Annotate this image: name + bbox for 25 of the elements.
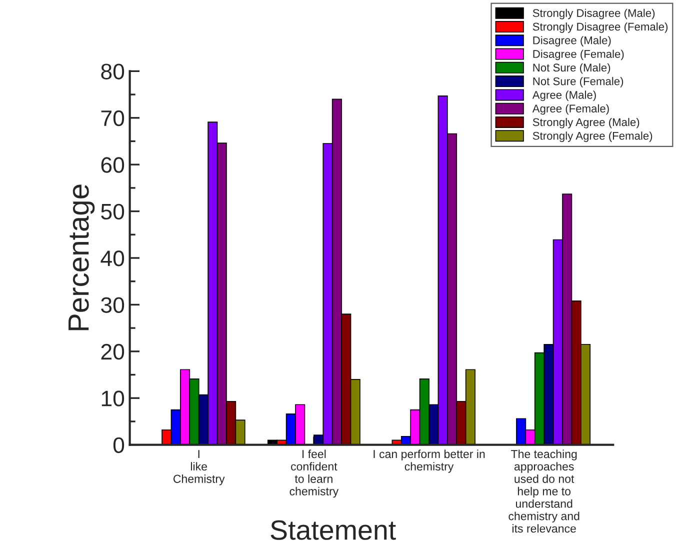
legend-label: Disagree (Male) <box>533 36 611 46</box>
legend-label: Strongly Disagree (Female) <box>532 22 668 33</box>
x-tick-label: I feel confident to learn chemistry <box>290 450 339 498</box>
x-tick-label: I can perform better in chemistry <box>374 450 485 473</box>
y-tick-label: 10 <box>102 390 124 406</box>
legend-label: Not Sure (Male) <box>533 63 610 74</box>
legend-label: Strongly Agree (Female) <box>532 132 652 142</box>
y-tick-label: 40 <box>100 250 124 266</box>
y-axis-title: Percentage <box>68 184 95 330</box>
legend-label: Agree (Male) <box>532 90 596 102</box>
legend-label: Agree (Female) <box>532 104 609 115</box>
legend-label: Disagree (Female) <box>533 50 624 60</box>
x-tick-label: The teaching approaches used do not help me to understand chemistry and its relevance <box>508 450 580 533</box>
x-axis-title: Statement <box>270 520 396 540</box>
y-tick-label: 0 <box>113 437 124 454</box>
y-tick-label: 20 <box>101 344 124 360</box>
y-tick-label: 30 <box>101 297 124 313</box>
x-tick-label: I like Chemistry <box>173 450 225 486</box>
legend-label: Strongly Disagree (Male) <box>532 8 655 20</box>
y-tick-label: 70 <box>101 110 124 126</box>
legend-label: Strongly Agree (Male) <box>532 118 640 128</box>
y-tick-label: 50 <box>101 204 124 220</box>
y-tick-label: 80 <box>101 64 124 80</box>
legend-label: Not Sure (Female) <box>533 77 624 88</box>
y-tick-label: 60 <box>101 157 124 173</box>
